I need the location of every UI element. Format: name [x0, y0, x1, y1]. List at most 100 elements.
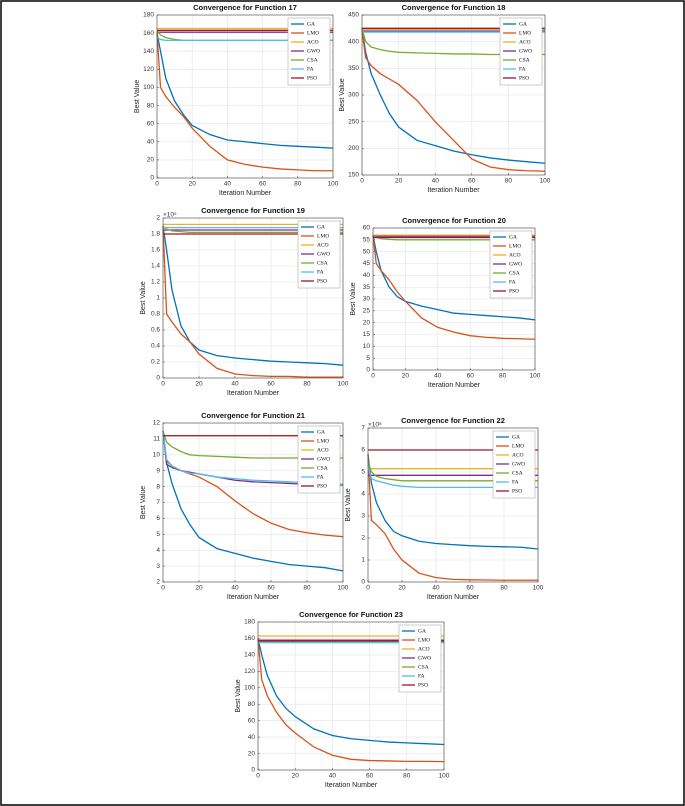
y-tick-label: 7: [156, 499, 160, 506]
y-tick-label: 100: [143, 84, 154, 91]
legend-label: LMO: [307, 30, 319, 36]
x-tick-label: 0: [161, 585, 165, 592]
series-line: [361, 30, 546, 172]
y-tick-label: 0.2: [151, 359, 160, 366]
y-tick-label: 20: [248, 750, 256, 757]
x-axis-label: Iteration Number: [427, 187, 480, 194]
legend-label: GWO: [317, 456, 330, 462]
y-axis-label: Best Value: [140, 281, 147, 314]
chart: 00.20.40.60.811.21.41.61.820 20 40 60 80 100C…: [140, 206, 349, 397]
legend-label: FA: [519, 66, 526, 72]
y-tick-label: 150: [348, 172, 359, 179]
chart: 2 3 4 5 6 7 8 9 10 11 12 0 20 40 60 80 100 Convergence fo…: [140, 411, 349, 601]
legend-label: GA: [317, 224, 325, 230]
y-tick-label: 3: [361, 513, 365, 520]
y-tick-label: 3: [156, 563, 160, 570]
x-tick-label: 60: [267, 381, 275, 388]
legend-label: GA: [512, 434, 520, 440]
y-scale-label: ×10⁵: [163, 212, 177, 219]
y-tick-label: 0: [366, 367, 370, 374]
y-tick-label: 120: [244, 668, 255, 675]
x-tick-label: 40: [231, 381, 239, 388]
legend-label: ACO: [418, 646, 430, 652]
y-tick-label: 45: [363, 260, 371, 267]
legend-label: FA: [418, 673, 425, 679]
legend-label: GWO: [317, 251, 330, 257]
x-tick-label: 0: [256, 773, 260, 780]
x-axis-label: Iteration Number: [427, 594, 480, 601]
y-tick-label: 50: [363, 248, 371, 255]
legend-label: GA: [307, 21, 315, 27]
legend-label: FA: [509, 279, 516, 285]
y-tick-label: 1.8: [151, 231, 160, 238]
y-tick-label: 200: [348, 145, 359, 152]
y-tick-label: 5: [156, 531, 160, 538]
series-line: [361, 28, 546, 164]
legend-label: LMO: [509, 243, 521, 249]
legend-label: ACO: [307, 39, 319, 45]
legend-label: LMO: [317, 233, 329, 239]
x-tick-label: 60: [467, 373, 475, 380]
x-tick-label: 0: [161, 381, 165, 388]
x-axis-label: Iteration Number: [227, 390, 280, 397]
y-tick-label: 20: [363, 319, 371, 326]
y-tick-label: 55: [363, 237, 371, 244]
x-tick-label: 100: [338, 381, 349, 388]
x-tick-label: 80: [403, 773, 411, 780]
y-tick-label: 0.4: [151, 343, 160, 350]
legend-label: ACO: [509, 252, 521, 258]
x-tick-label: 0: [371, 373, 375, 380]
x-tick-label: 20: [398, 585, 406, 592]
x-tick-label: 40: [231, 585, 239, 592]
y-tick-label: 0: [251, 767, 255, 774]
y-tick-label: 80: [147, 102, 155, 109]
legend-label: GA: [519, 21, 527, 27]
legend-label: PSO: [509, 288, 519, 294]
x-tick-label: 20: [195, 585, 203, 592]
x-tick-label: 100: [540, 178, 551, 185]
series-line: [257, 638, 445, 746]
x-tick-label: 80: [303, 585, 311, 592]
y-tick-label: 140: [244, 652, 255, 659]
legend-label: CSA: [307, 57, 318, 63]
x-tick-label: 40: [432, 585, 440, 592]
y-tick-label: 160: [143, 30, 154, 37]
x-tick-label: 40: [432, 178, 440, 185]
legend-label: FA: [307, 66, 314, 72]
x-axis-label: Iteration Number: [219, 190, 272, 197]
chart: 0 20 40 60 80 100 120 140 160 180 0 20 40 60 80 100 Conv…: [134, 3, 339, 197]
legend-label: CSA: [512, 470, 523, 476]
x-tick-label: 80: [505, 178, 513, 185]
y-tick-label: 1: [361, 557, 365, 564]
series-line: [367, 454, 539, 550]
chart: 0 5 10 15 20 25 30 35 40 45 50 55 60 0 20 40 60 80 100 Conv…: [350, 216, 541, 389]
y-tick-label: 1.4: [151, 263, 160, 270]
y-tick-label: 0: [361, 579, 365, 586]
y-tick-label: 0: [150, 175, 154, 182]
x-tick-label: 0: [360, 178, 364, 185]
y-tick-label: 30: [363, 296, 371, 303]
chart-title: Convergence for Function 18: [402, 3, 506, 12]
y-tick-label: 1.2: [151, 279, 160, 286]
y-tick-label: 2: [156, 579, 160, 586]
legend-label: PSO: [317, 483, 327, 489]
x-tick-label: 80: [294, 181, 302, 188]
legend-label: ACO: [512, 452, 524, 458]
axes-frame: [367, 427, 539, 583]
legend-label: PSO: [418, 682, 428, 688]
legend-label: CSA: [519, 57, 530, 63]
series-line: [372, 234, 536, 321]
legend-label: FA: [512, 479, 519, 485]
legend-label: GWO: [307, 48, 320, 54]
x-tick-label: 100: [439, 773, 450, 780]
y-tick-label: 5: [366, 355, 370, 362]
y-tick-label: 10: [363, 343, 371, 350]
y-tick-label: 450: [348, 12, 359, 19]
y-tick-label: 4: [156, 547, 160, 554]
y-tick-label: 180: [244, 619, 255, 626]
y-axis-label: Best Value: [350, 282, 357, 315]
x-tick-label: 100: [533, 585, 544, 592]
chart-title: Convergence for Function 21: [201, 411, 305, 420]
axes-frame: [156, 14, 334, 179]
legend-label: CSA: [418, 664, 429, 670]
